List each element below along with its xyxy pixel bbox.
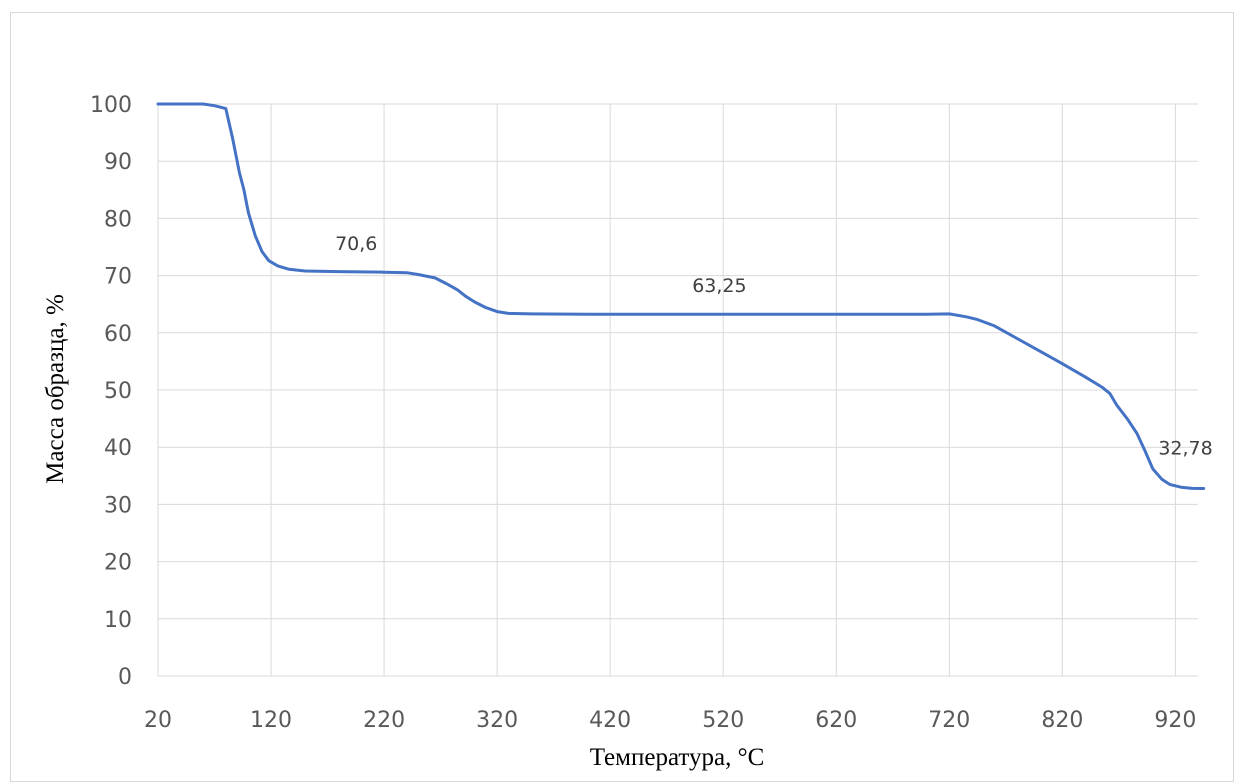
- chart-area: [10, 12, 1234, 782]
- data-label-1: 63,25: [692, 275, 746, 297]
- x-tick-label: 320: [476, 708, 518, 733]
- x-tick-label: 20: [144, 708, 172, 733]
- y-tick-label: 70: [104, 265, 132, 290]
- x-tick-label: 820: [1041, 708, 1083, 733]
- x-tick-label: 720: [928, 708, 970, 733]
- y-tick-label: 90: [104, 150, 132, 175]
- y-tick-label: 40: [104, 436, 132, 461]
- mass-series-line: [156, 102, 1206, 490]
- x-tick-label: 220: [363, 708, 405, 733]
- x-tick-label: 420: [589, 708, 631, 733]
- x-axis-title: Температура, °C: [590, 744, 765, 771]
- x-tick-label: 920: [1154, 708, 1196, 733]
- y-tick-label: 10: [104, 608, 132, 633]
- data-labels: 70,6 63,25 32,78: [335, 233, 1213, 459]
- y-tick-label: 0: [118, 665, 132, 690]
- x-tick-label: 120: [250, 708, 292, 733]
- y-tick-label: 80: [104, 207, 132, 232]
- x-tick-label: 620: [815, 708, 857, 733]
- y-axis-ticks: 0 10 20 30 40 50 60 70 80 90 100: [90, 93, 132, 690]
- y-tick-label: 20: [104, 551, 132, 576]
- y-axis-title: Масса образца, %: [42, 294, 69, 484]
- y-tick-label: 30: [104, 493, 132, 518]
- y-tick-label: 60: [104, 322, 132, 347]
- gridlines: [157, 103, 1198, 677]
- data-label-0: 70,6: [335, 233, 377, 255]
- data-label-2: 32,78: [1158, 437, 1212, 459]
- x-tick-label: 520: [702, 708, 744, 733]
- x-axis-ticks: 20 120 220 320 420 520 620 720 820 920: [144, 708, 1196, 733]
- y-tick-label: 100: [90, 93, 132, 118]
- y-tick-label: 50: [104, 379, 132, 404]
